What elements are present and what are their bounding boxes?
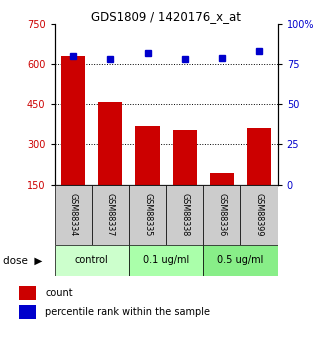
Text: percentile rank within the sample: percentile rank within the sample	[45, 307, 210, 317]
Text: dose  ▶: dose ▶	[3, 256, 43, 265]
Bar	[92, 185, 129, 245]
Bar	[166, 185, 203, 245]
Bar	[19, 286, 37, 300]
Bar	[173, 130, 197, 185]
Bar	[247, 128, 271, 185]
Text: 0.5 ug/ml: 0.5 ug/ml	[217, 256, 264, 265]
Bar	[135, 126, 160, 185]
Text: GSM88335: GSM88335	[143, 193, 152, 236]
Bar	[203, 185, 240, 245]
Bar	[55, 245, 129, 276]
Text: 0.1 ug/ml: 0.1 ug/ml	[143, 256, 189, 265]
Bar	[129, 245, 203, 276]
Bar	[61, 56, 85, 185]
Text: GSM88334: GSM88334	[69, 193, 78, 236]
Bar	[240, 185, 278, 245]
Text: GSM88338: GSM88338	[180, 193, 189, 236]
Text: GSM88399: GSM88399	[255, 193, 264, 237]
Text: GSM88336: GSM88336	[217, 193, 226, 236]
Text: GSM88337: GSM88337	[106, 193, 115, 236]
Bar	[129, 185, 166, 245]
Bar	[203, 245, 278, 276]
Bar	[98, 102, 122, 185]
Title: GDS1809 / 1420176_x_at: GDS1809 / 1420176_x_at	[91, 10, 241, 23]
Bar	[55, 185, 92, 245]
Bar	[19, 305, 37, 319]
Bar	[210, 172, 234, 185]
Text: control: control	[75, 256, 108, 265]
Text: count: count	[45, 288, 73, 298]
